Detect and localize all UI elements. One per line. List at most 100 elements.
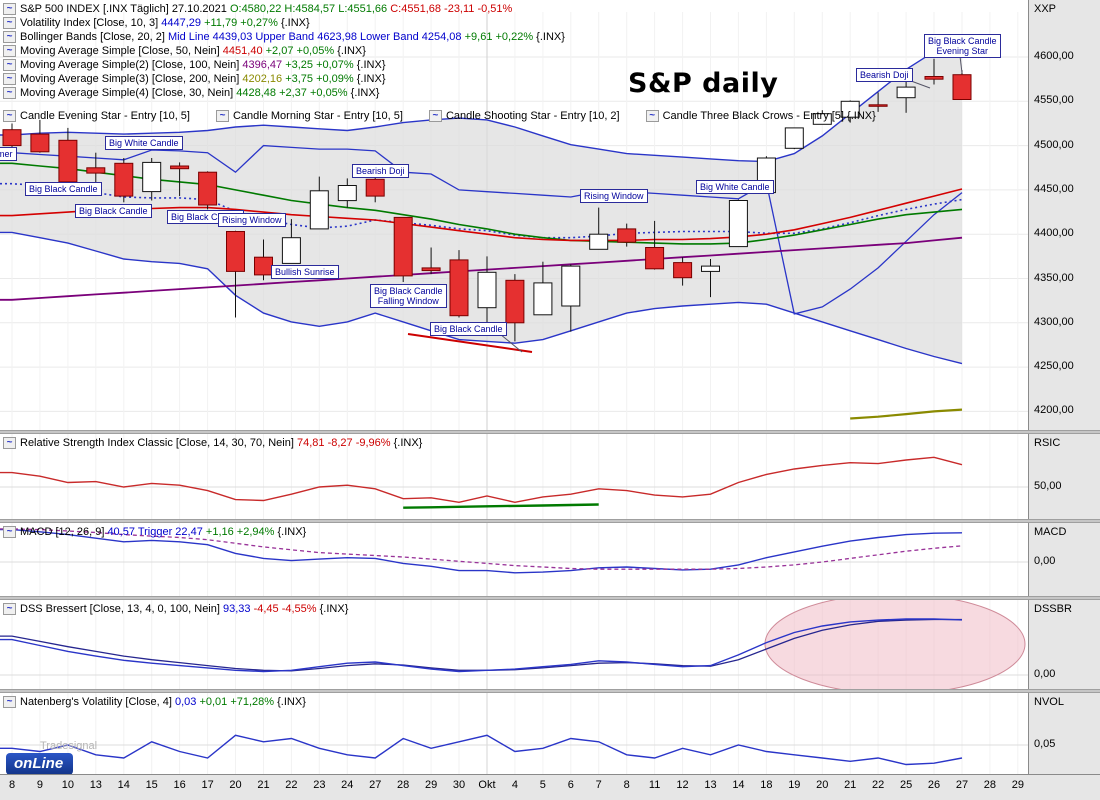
- panel-splitter[interactable]: [0, 519, 1100, 523]
- candle-pattern-annotation[interactable]: Hammer: [0, 147, 17, 161]
- time-axis[interactable]: 8 9 10 13 14 15 16 17 20 21 22 23 24 27 28 29 30 Okt 4 5 6 7 8…: [0, 774, 1100, 800]
- price-tick: 4400,00: [1034, 227, 1074, 240]
- annotation-line: Evening Star: [936, 46, 989, 56]
- strategy-legend[interactable]: ~ Candle Morning Star - Entry [10, 5]: [215, 110, 403, 122]
- legend-text: +0,01 +71,28%: [199, 696, 278, 708]
- candle-pattern-annotation[interactable]: Big Black Candle Evening Star: [924, 34, 1001, 58]
- date-label: 5: [539, 779, 546, 791]
- legend-text: Moving Average Simple(2) [Close, 100, Ne…: [20, 59, 243, 71]
- candle-pattern-annotation[interactable]: Rising Window: [580, 189, 648, 203]
- legend-text: L:4551,66: [338, 3, 391, 15]
- candle-pattern-annotation[interactable]: Big Black Candle: [75, 204, 152, 218]
- legend-text: H:4584,57: [284, 3, 339, 15]
- legend-row[interactable]: ~ Bollinger Bands [Close, 20, 2] Mid Line…: [3, 30, 902, 44]
- date-label: 24: [341, 779, 354, 791]
- date-label: 10: [61, 779, 74, 791]
- candle-pattern-annotation[interactable]: Big Black Candle: [430, 322, 507, 336]
- date-label: 23: [313, 779, 326, 791]
- legend-row[interactable]: ~ Moving Average Simple [Close, 50, Nein]…: [3, 44, 902, 58]
- chart-title: S&P daily: [628, 68, 779, 99]
- tradesignal-watermark: Tradesignal onLine: [6, 740, 97, 775]
- price-axis[interactable]: XXP RSIC MACD DSSBR NVOL 4600,00 4550,00 4500,0…: [1028, 0, 1100, 774]
- legend-text: +2,37 +0,05%: [279, 87, 351, 99]
- candle-pattern-annotation[interactable]: Bearish Doji: [856, 68, 913, 82]
- dss-canvas[interactable]: [0, 600, 1028, 689]
- legend-text: DSS Bressert [Close, 13, 4, 0, 100, Nein…: [20, 603, 223, 615]
- rsi-panel[interactable]: ~ Relative Strength Index Classic [Close,…: [0, 434, 1028, 519]
- legend-row[interactable]: ~ Volatility Index [Close, 10, 3] 4447,29…: [3, 16, 902, 30]
- date-label: 9: [36, 779, 43, 791]
- candle-pattern-annotation[interactable]: Big Black Candle Falling Window: [370, 284, 447, 308]
- legend-row[interactable]: ~ S&P 500 INDEX [.INX Täglich] 27.10.2021…: [3, 2, 902, 16]
- candle-pattern-annotation[interactable]: Big White Candle: [696, 180, 774, 194]
- price-chart-panel[interactable]: S&P daily ~ S&P 500 INDEX [.INX Täglich] …: [0, 0, 1028, 430]
- indicator-icon: ~: [3, 59, 16, 71]
- price-tick: 4300,00: [1034, 315, 1074, 328]
- date-label: 28: [397, 779, 410, 791]
- legend-row[interactable]: ~ Moving Average Simple(4) [Close, 30, Ne…: [3, 86, 902, 100]
- axis-tag-rsi: RSIC: [1034, 437, 1061, 449]
- main-legend: ~ S&P 500 INDEX [.INX Täglich] 27.10.2021…: [3, 2, 902, 123]
- date-label: 28: [983, 779, 997, 791]
- dss-legend: ~ DSS Bressert [Close, 13, 4, 0, 100, Nei…: [3, 602, 348, 616]
- panel-splitter[interactable]: [0, 430, 1100, 434]
- macd-canvas[interactable]: [0, 523, 1028, 596]
- candle-pattern-annotation[interactable]: Bullish Sunrise: [271, 265, 339, 279]
- date-label: 15: [145, 779, 158, 791]
- annotation-line: Rising Window: [584, 191, 644, 201]
- date-label: 16: [173, 779, 186, 791]
- nvol-canvas[interactable]: [0, 693, 1028, 774]
- dss-panel[interactable]: ~ DSS Bressert [Close, 13, 4, 0, 100, Nei…: [0, 600, 1028, 689]
- strategy-legend[interactable]: ~ Candle Three Black Crows - Entry [5] {.…: [645, 110, 876, 122]
- legend-text: +2,07 +0,05%: [265, 45, 338, 57]
- legend-row[interactable]: ~ DSS Bressert [Close, 13, 4, 0, 100, Nei…: [3, 602, 348, 616]
- legend-text: Natenberg's Volatility [Close, 4]: [20, 696, 175, 708]
- legend-text: Moving Average Simple(3) [Close, 200, Ne…: [20, 73, 243, 85]
- date-label: 14: [117, 779, 130, 791]
- legend-row[interactable]: ~ Moving Average Simple(2) [Close, 100, N…: [3, 58, 902, 72]
- legend-text: +3,75 +0,09%: [285, 73, 357, 85]
- legend-text: Relative Strength Index Classic [Close, …: [20, 437, 297, 449]
- legend-row[interactable]: ~ MACD [12, 26, 9] 40,57 Trigger 22,47 +1…: [3, 525, 306, 539]
- indicator-icon: ~: [3, 17, 16, 29]
- price-chart-canvas[interactable]: [0, 0, 1028, 430]
- legend-text: +3,25 +0,07%: [285, 59, 357, 71]
- annotation-line: Big Black Candle: [79, 206, 148, 216]
- strategy-legend[interactable]: ~ Candle Evening Star - Entry [10, 5]: [3, 110, 190, 122]
- axis-tag-nvol: NVOL: [1034, 696, 1064, 708]
- legend-row[interactable]: ~ Natenberg's Volatility [Close, 4] 0,03 …: [3, 695, 306, 709]
- candle-pattern-annotation[interactable]: Rising Window: [218, 213, 286, 227]
- legend-row[interactable]: ~ Moving Average Simple(3) [Close, 200, N…: [3, 72, 902, 86]
- tradesignal-logo: onLine: [6, 753, 74, 775]
- strategy-row: ~ Candle Evening Star - Entry [10, 5] ~ Can…: [3, 109, 902, 123]
- macd-panel[interactable]: ~ MACD [12, 26, 9] 40,57 Trigger 22,47 +1…: [0, 523, 1028, 596]
- annotation-line: Bullish Sunrise: [275, 267, 335, 277]
- date-label: 21: [844, 779, 857, 791]
- legend-row[interactable]: ~ Relative Strength Index Classic [Close,…: [3, 436, 422, 450]
- annotation-line: Rising Window: [222, 215, 282, 225]
- indicator-icon: ~: [3, 73, 16, 85]
- strategy-label: Candle Shooting Star - Entry [10, 2]: [445, 110, 620, 122]
- strategy-legend[interactable]: ~ Candle Shooting Star - Entry [10, 2]: [428, 110, 620, 122]
- candle-pattern-annotation[interactable]: Big White Candle: [105, 136, 183, 150]
- legend-text: 4447,29: [161, 17, 205, 29]
- strategy-icon: ~: [428, 110, 442, 122]
- legend-text: +9,61 +0,22%: [464, 31, 537, 43]
- date-label: 20: [816, 779, 829, 791]
- candle-pattern-annotation[interactable]: Bearish Doji: [352, 164, 409, 178]
- nvol-panel[interactable]: ~ Natenberg's Volatility [Close, 4] 0,03 …: [0, 693, 1028, 774]
- price-series-icon: ~: [3, 3, 16, 15]
- indicator-tick: 0,00: [1034, 668, 1056, 680]
- price-tick: 4500,00: [1034, 138, 1074, 151]
- panel-splitter[interactable]: [0, 689, 1100, 693]
- date-label: 13: [89, 779, 102, 791]
- date-label: 22: [872, 779, 885, 791]
- legend-text: {.INX}: [356, 59, 386, 71]
- date-label: 20: [229, 779, 242, 791]
- axis-tag-dss: DSSBR: [1034, 603, 1072, 615]
- rsi-canvas[interactable]: [0, 434, 1028, 519]
- panel-splitter[interactable]: [0, 596, 1100, 600]
- nvol-legend: ~ Natenberg's Volatility [Close, 4] 0,03 …: [3, 695, 306, 709]
- candle-pattern-annotation[interactable]: Big Black Candle: [25, 182, 102, 196]
- rsi-legend: ~ Relative Strength Index Classic [Close,…: [3, 436, 422, 450]
